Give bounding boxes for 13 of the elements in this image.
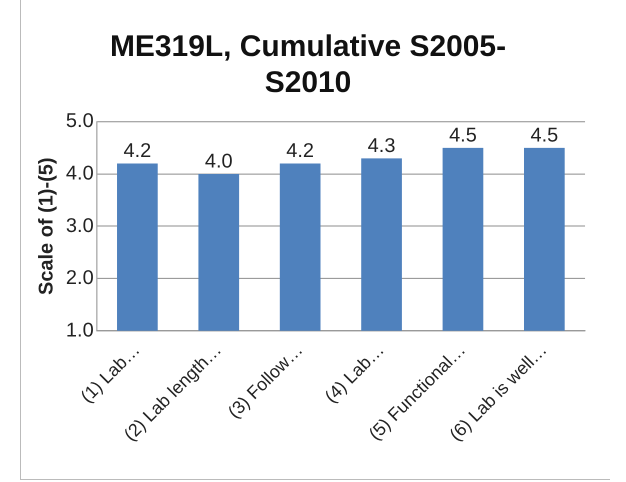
y-tick-label: 1.0 (66, 319, 94, 342)
data-label: 4.0 (204, 150, 233, 173)
y-tick-label: 2.0 (66, 267, 94, 290)
data-label: 4.5 (530, 124, 558, 146)
y-tick-label: 5.0 (66, 110, 94, 132)
y-axis-title: Scale of (1)-(5) (35, 158, 58, 295)
data-label: 4.5 (449, 124, 477, 146)
data-label: 4.2 (286, 140, 314, 162)
data-label: 4.3 (368, 134, 396, 157)
data-label: 4.2 (123, 140, 152, 162)
y-tick-label: 4.0 (66, 162, 94, 185)
chart-title: ME319L, Cumulative S2005-S2010 (110, 30, 506, 100)
y-tick-label: 3.0 (66, 214, 94, 237)
